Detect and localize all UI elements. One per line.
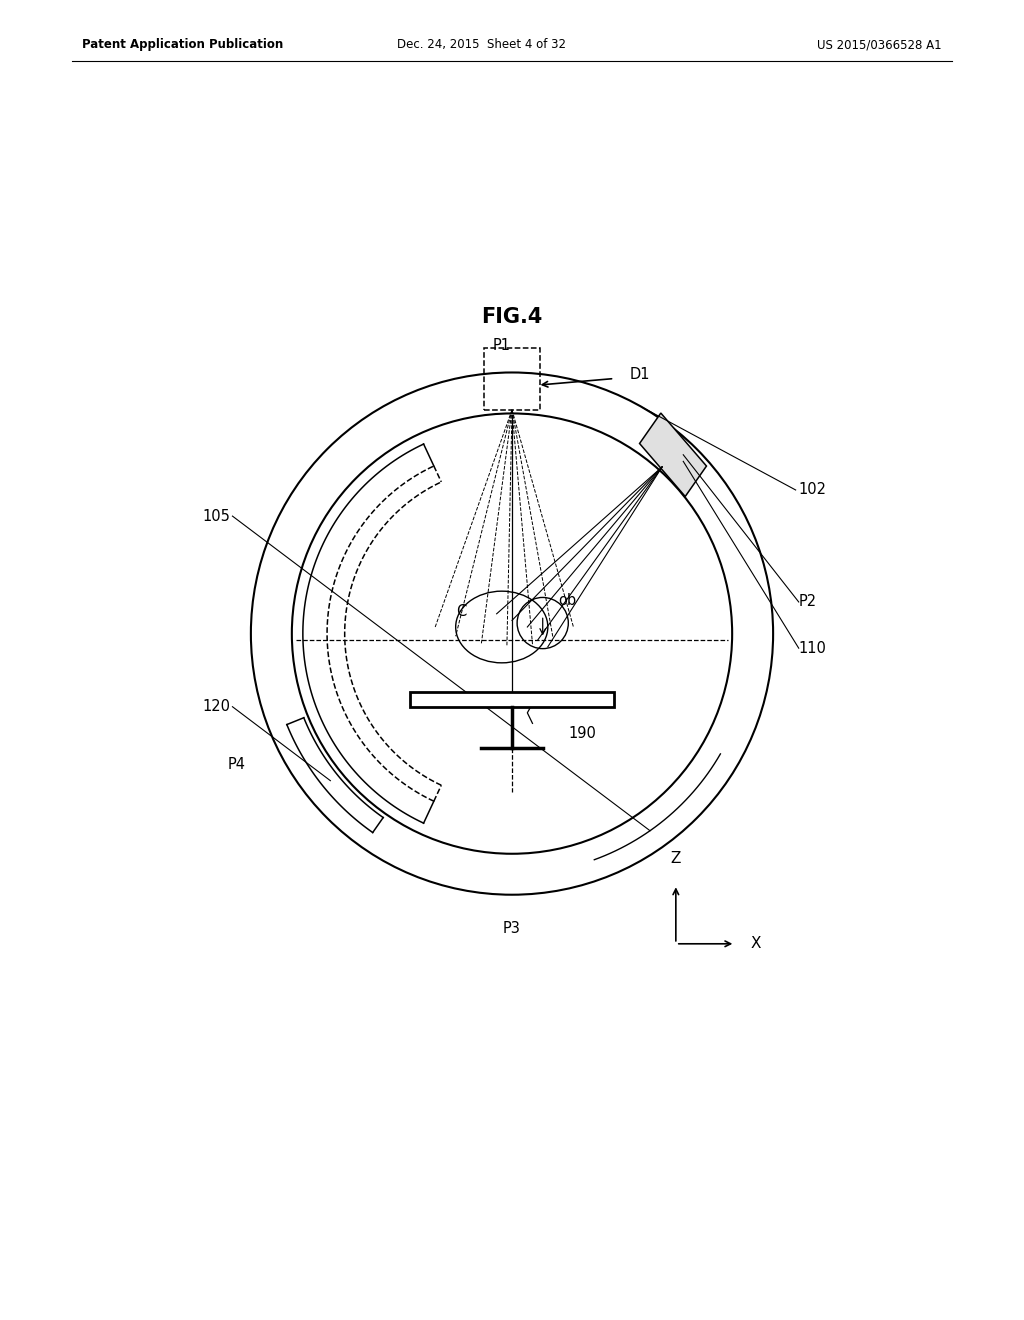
Text: P1: P1 xyxy=(493,338,511,352)
Text: 120: 120 xyxy=(203,700,230,714)
Text: FIG.4: FIG.4 xyxy=(481,306,543,327)
Bar xyxy=(483,348,541,409)
Bar xyxy=(410,693,614,706)
Text: 102: 102 xyxy=(799,483,826,498)
Text: 105: 105 xyxy=(203,508,230,524)
Text: Z: Z xyxy=(671,850,681,866)
Text: D1: D1 xyxy=(630,367,650,381)
Text: C: C xyxy=(456,603,466,619)
Text: Dec. 24, 2015  Sheet 4 of 32: Dec. 24, 2015 Sheet 4 of 32 xyxy=(396,38,566,51)
Text: US 2015/0366528 A1: US 2015/0366528 A1 xyxy=(817,38,942,51)
Text: 190: 190 xyxy=(568,726,596,741)
Text: X: X xyxy=(751,936,761,952)
Text: P3: P3 xyxy=(503,921,521,936)
Text: P4: P4 xyxy=(227,756,246,772)
Text: 110: 110 xyxy=(799,640,826,656)
Text: P2: P2 xyxy=(799,594,817,610)
Bar xyxy=(640,413,707,496)
Text: Patent Application Publication: Patent Application Publication xyxy=(82,38,284,51)
Text: ob: ob xyxy=(558,593,577,609)
